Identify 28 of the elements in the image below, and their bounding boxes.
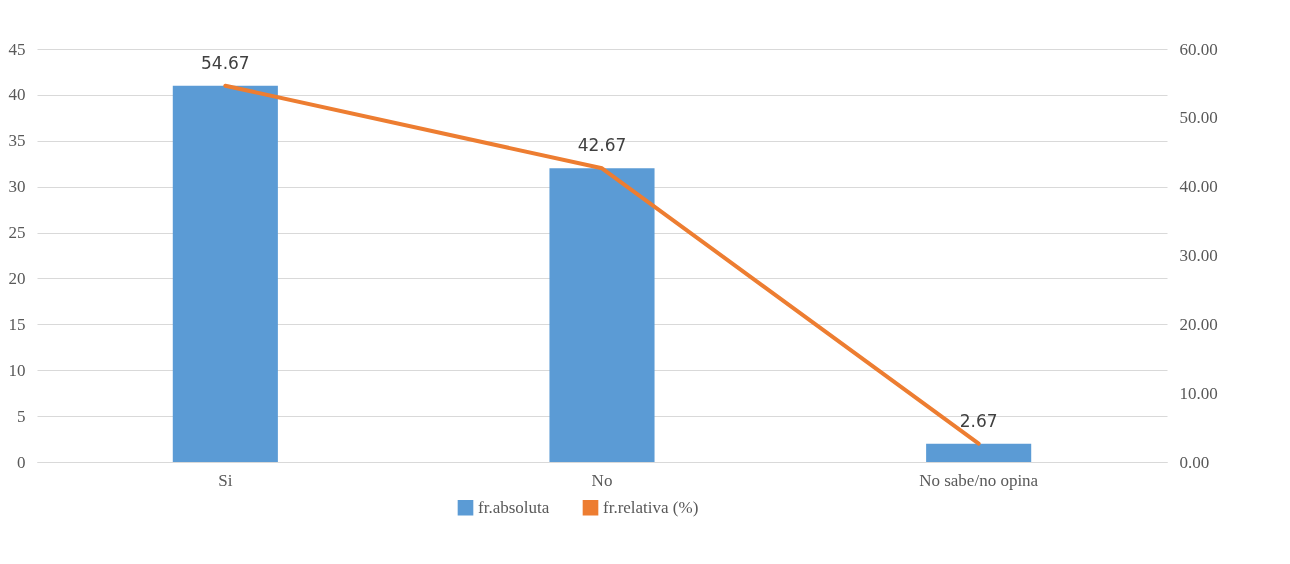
y2-tick-label: 30.00	[1179, 246, 1218, 265]
y-tick-label: 0	[17, 452, 26, 472]
y2-tick-label: 40.00	[1179, 177, 1218, 197]
y-tick-label: 20	[8, 268, 26, 288]
y-tick-label: 40	[8, 85, 26, 105]
y-tick-label: 25	[8, 223, 26, 243]
y-tick-label: 10	[8, 360, 26, 380]
x-tick-label: No	[591, 470, 613, 490]
x-tick-label: No sabe/no opina	[919, 470, 1039, 490]
data-label: 42.67	[577, 135, 627, 156]
bar	[172, 85, 278, 462]
y-tick-label: 45	[8, 39, 26, 59]
data-label: 54.67	[201, 52, 250, 73]
y-tick-label: 15	[8, 314, 26, 334]
legend-label: fr.absoluta	[478, 497, 550, 517]
legend-label: fr.relativa (%)	[603, 497, 699, 517]
bar	[549, 168, 655, 462]
x-tick-label: Si	[218, 470, 233, 490]
bar	[926, 443, 1032, 462]
y-tick-label: 30	[8, 177, 26, 197]
data-label: 2.67	[959, 410, 998, 431]
y2-tick-label: 60.00	[1179, 39, 1218, 59]
y-tick-label: 35	[8, 131, 26, 151]
y-tick-label: 5	[17, 406, 26, 426]
y2-tick-label: 20.00	[1179, 314, 1218, 334]
y2-tick-label: 0.00	[1179, 452, 1210, 472]
y2-tick-label: 50.00	[1179, 108, 1218, 128]
y2-tick-label: 10.00	[1179, 383, 1218, 403]
